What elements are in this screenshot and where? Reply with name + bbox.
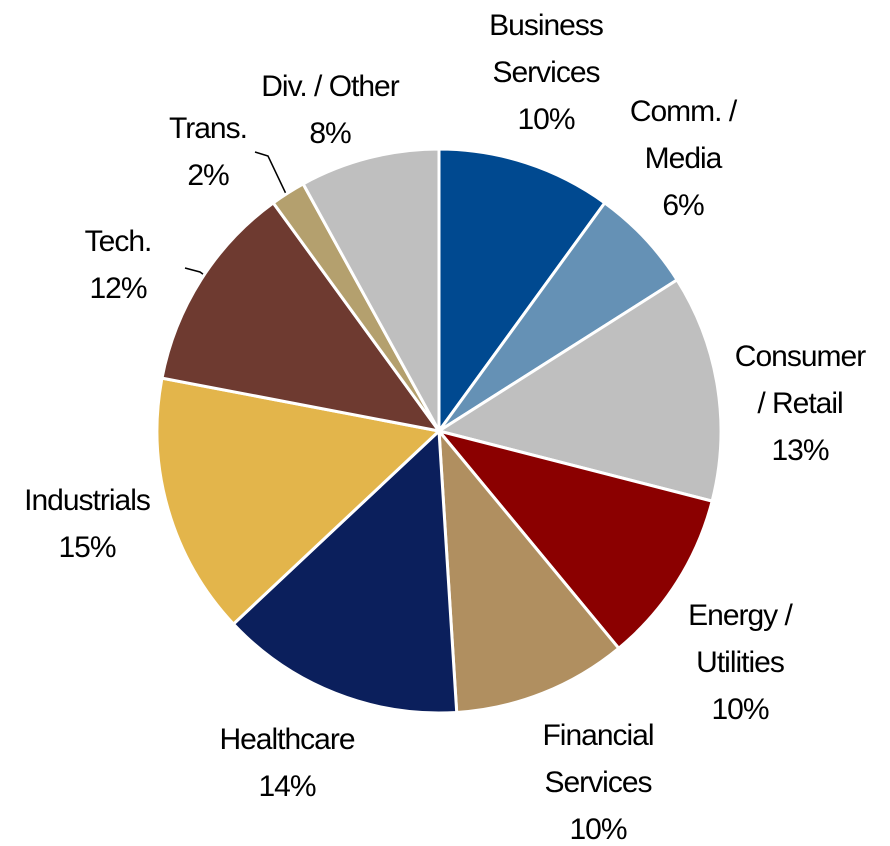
slice-label: Consumer <box>735 340 866 373</box>
slice-label: Healthcare <box>219 723 354 756</box>
value-label: 15% <box>58 531 115 564</box>
slice-label: Utilities <box>696 646 784 679</box>
value-label: 14% <box>258 770 315 803</box>
value-label: 10% <box>569 813 626 846</box>
pie-slice <box>155 376 441 626</box>
slice-label: Services <box>492 56 599 89</box>
slice-label: Industrials <box>24 484 150 517</box>
slice-label: Media <box>645 142 723 175</box>
slice-label: Financial <box>542 719 653 752</box>
pie-slice <box>231 429 459 715</box>
pie-slice <box>437 429 621 714</box>
value-label: 10% <box>711 693 768 726</box>
pie-slice <box>437 429 714 650</box>
slice-label: Div. / Other <box>261 70 399 103</box>
value-label: 6% <box>662 189 704 222</box>
pie-slice <box>437 278 723 503</box>
slice-label: Services <box>544 766 651 799</box>
slice-label: Tech. <box>85 225 152 258</box>
slice-label: / Retail <box>757 387 842 420</box>
slice-label: Trans. <box>169 112 247 145</box>
value-label: 13% <box>771 434 828 467</box>
leader-line <box>254 151 288 197</box>
pie-slice <box>160 201 441 433</box>
slice-label: Comm. / <box>630 95 738 128</box>
value-label: 2% <box>187 159 229 192</box>
value-label: 12% <box>89 272 146 305</box>
pie-slice <box>301 147 441 433</box>
value-label: 10% <box>517 103 574 136</box>
value-label: 8% <box>309 117 351 150</box>
slice-label: Business <box>489 9 603 42</box>
slice-label: Energy / <box>688 599 793 632</box>
pie-slice <box>437 147 607 433</box>
